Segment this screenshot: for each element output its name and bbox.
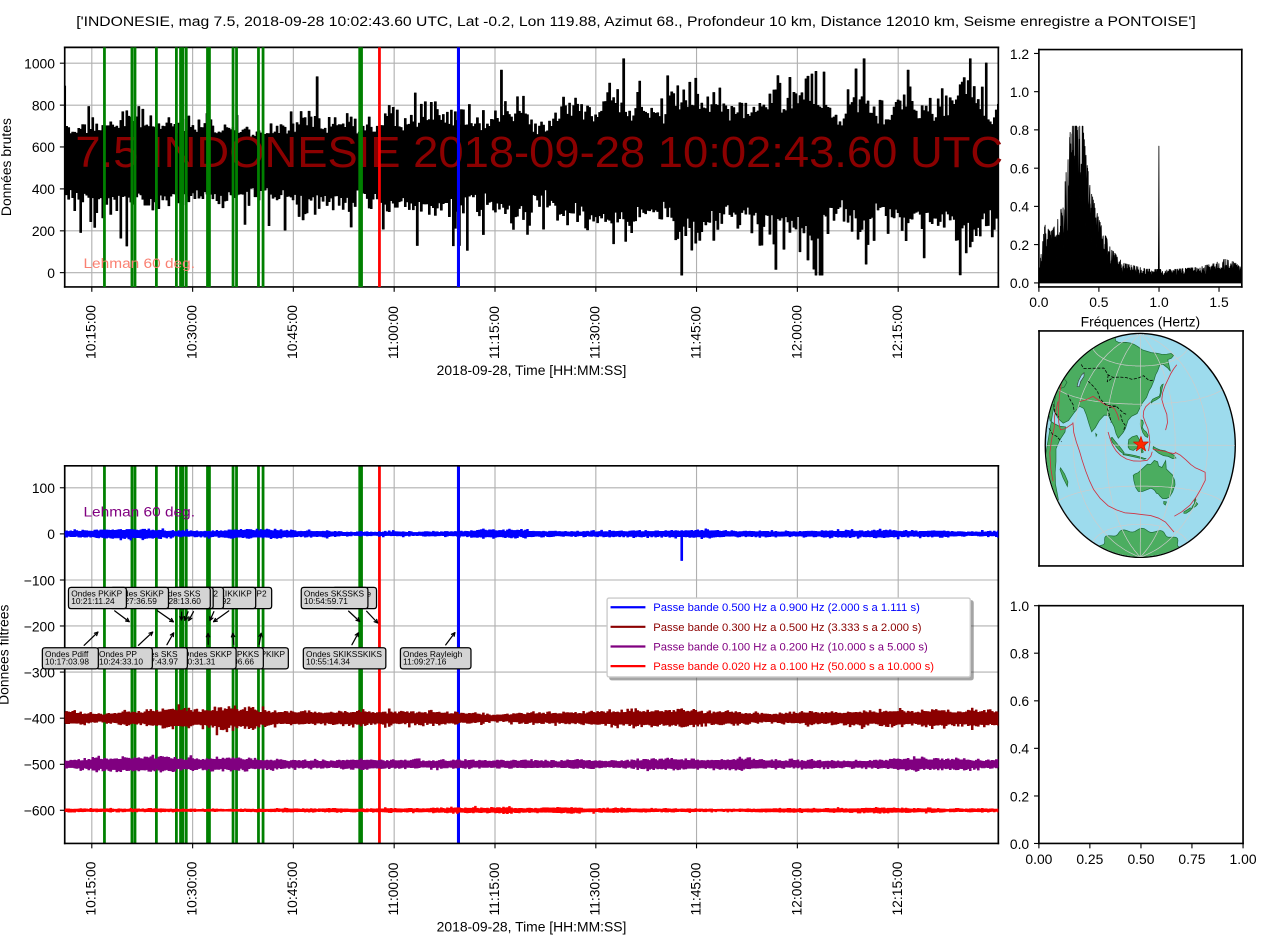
svg-text:800: 800 bbox=[32, 97, 55, 113]
svg-text:0.0: 0.0 bbox=[1010, 275, 1030, 291]
svg-text:11:30:00: 11:30:00 bbox=[587, 306, 603, 359]
svg-text:0.0: 0.0 bbox=[1029, 294, 1049, 310]
svg-text:Passe bande 0.100 Hz a 0.200 H: Passe bande 0.100 Hz a 0.200 Hz (10.000 … bbox=[653, 641, 928, 653]
svg-text:0: 0 bbox=[47, 265, 55, 281]
svg-text:1.5: 1.5 bbox=[1209, 294, 1229, 310]
svg-text:10:27:36.59: 10:27:36.59 bbox=[113, 596, 157, 606]
svg-text:0.50: 0.50 bbox=[1127, 851, 1154, 867]
svg-text:Lehman 60 deg.: Lehman 60 deg. bbox=[83, 503, 195, 519]
svg-text:1000: 1000 bbox=[24, 55, 55, 71]
svg-text:7.5 INDONESIE 2018-09-28 10:02: 7.5 INDONESIE 2018-09-28 10:02:43.60 UTC bbox=[75, 128, 1003, 177]
svg-text:10:17:03.98: 10:17:03.98 bbox=[45, 657, 89, 667]
svg-text:Ondes Pdiff: Ondes Pdiff bbox=[45, 649, 89, 659]
svg-text:10:55:14.34: 10:55:14.34 bbox=[306, 657, 350, 667]
svg-text:Ondes SKIKSSKIKS: Ondes SKIKSSKIKS bbox=[306, 649, 382, 659]
svg-text:11:15:00: 11:15:00 bbox=[486, 306, 502, 359]
svg-text:400: 400 bbox=[32, 181, 55, 197]
svg-text:11:00:00: 11:00:00 bbox=[385, 306, 401, 359]
svg-text:Lehman 60 deg.: Lehman 60 deg. bbox=[83, 255, 195, 271]
svg-text:11:09:27.16: 11:09:27.16 bbox=[403, 657, 447, 667]
svg-text:0: 0 bbox=[47, 526, 55, 542]
svg-text:0.8: 0.8 bbox=[1010, 645, 1030, 661]
svg-text:10:15:00: 10:15:00 bbox=[83, 305, 99, 359]
svg-text:0.75: 0.75 bbox=[1178, 851, 1205, 867]
svg-text:10:27:43.97: 10:27:43.97 bbox=[134, 657, 178, 667]
svg-text:10:30:00: 10:30:00 bbox=[183, 305, 199, 359]
svg-text:0.6: 0.6 bbox=[1010, 693, 1030, 709]
svg-text:12:15:00: 12:15:00 bbox=[889, 305, 905, 359]
svg-text:11:00:00: 11:00:00 bbox=[385, 862, 401, 915]
svg-text:11:30:00: 11:30:00 bbox=[587, 862, 603, 915]
svg-text:10:28:13.60: 10:28:13.60 bbox=[157, 596, 201, 606]
svg-text:Ondes SKSSKS: Ondes SKSSKS bbox=[304, 588, 365, 598]
svg-text:0.4: 0.4 bbox=[1010, 741, 1030, 757]
svg-text:Ondes Rayleigh: Ondes Rayleigh bbox=[403, 649, 463, 659]
svg-text:10:45:00: 10:45:00 bbox=[284, 861, 300, 915]
svg-text:2018-09-28, Time [HH:MM:SS]: 2018-09-28, Time [HH:MM:SS] bbox=[437, 362, 627, 378]
svg-text:−500: −500 bbox=[24, 757, 56, 773]
svg-text:1.0: 1.0 bbox=[1010, 84, 1030, 100]
svg-text:12:00:00: 12:00:00 bbox=[788, 861, 804, 915]
svg-text:Ondes PP: Ondes PP bbox=[99, 649, 137, 659]
svg-text:10:30:00: 10:30:00 bbox=[183, 861, 199, 915]
svg-text:10:45:00: 10:45:00 bbox=[284, 305, 300, 359]
svg-text:11:15:00: 11:15:00 bbox=[486, 862, 502, 915]
svg-text:Ondes SKKP: Ondes SKKP bbox=[183, 649, 233, 659]
svg-text:Passe bande 0.500 Hz a 0.900 H: Passe bande 0.500 Hz a 0.900 Hz (2.000 s… bbox=[653, 602, 920, 614]
svg-text:0.5: 0.5 bbox=[1089, 294, 1109, 310]
svg-text:0.25: 0.25 bbox=[1076, 851, 1103, 867]
svg-text:0.00: 0.00 bbox=[1025, 851, 1052, 867]
svg-text:0.2: 0.2 bbox=[1010, 237, 1030, 253]
svg-text:Ondes SKiKP: Ondes SKiKP bbox=[113, 588, 164, 598]
svg-text:0.0: 0.0 bbox=[1010, 836, 1030, 852]
svg-text:0.2: 0.2 bbox=[1010, 788, 1030, 804]
svg-text:1.0: 1.0 bbox=[1149, 294, 1169, 310]
svg-text:Ondes PKiKP: Ondes PKiKP bbox=[71, 588, 122, 598]
svg-text:0.4: 0.4 bbox=[1010, 199, 1030, 215]
svg-text:11:45:00: 11:45:00 bbox=[687, 862, 703, 915]
svg-text:1.0: 1.0 bbox=[1010, 598, 1030, 614]
svg-text:0.6: 0.6 bbox=[1010, 160, 1030, 176]
svg-text:−600: −600 bbox=[24, 803, 56, 819]
svg-text:600: 600 bbox=[32, 139, 55, 155]
svg-text:Ondes SKS: Ondes SKS bbox=[157, 588, 201, 598]
svg-text:10:15:00: 10:15:00 bbox=[83, 861, 99, 915]
svg-text:Ondes SKS: Ondes SKS bbox=[134, 649, 178, 659]
svg-text:0.8: 0.8 bbox=[1010, 122, 1030, 138]
svg-text:['INDONESIE, mag 7.5, 2018-09-: ['INDONESIE, mag 7.5, 2018-09-28 10:02:4… bbox=[76, 13, 1195, 29]
svg-text:Données filtrées: Données filtrées bbox=[0, 605, 11, 705]
svg-text:10:21:11.24: 10:21:11.24 bbox=[71, 596, 115, 606]
svg-text:Données brutes: Données brutes bbox=[0, 118, 14, 216]
svg-text:11:45:00: 11:45:00 bbox=[687, 306, 703, 359]
svg-text:10:54:59.71: 10:54:59.71 bbox=[304, 596, 348, 606]
svg-text:100: 100 bbox=[32, 480, 55, 496]
svg-text:1.00: 1.00 bbox=[1230, 851, 1257, 867]
svg-text:1.2: 1.2 bbox=[1010, 46, 1030, 62]
svg-text:10:31.31: 10:31.31 bbox=[183, 657, 216, 667]
svg-text:10:24:33.10: 10:24:33.10 bbox=[99, 657, 143, 667]
svg-text:200: 200 bbox=[32, 223, 55, 239]
svg-text:2018-09-28, Time [HH:MM:SS]: 2018-09-28, Time [HH:MM:SS] bbox=[437, 919, 627, 935]
svg-text:12:15:00: 12:15:00 bbox=[889, 861, 905, 915]
svg-text:Passe bande 0.300 Hz a 0.500 H: Passe bande 0.300 Hz a 0.500 Hz (3.333 s… bbox=[653, 622, 922, 634]
svg-text:12:00:00: 12:00:00 bbox=[788, 305, 804, 359]
svg-text:−400: −400 bbox=[24, 710, 56, 726]
svg-text:Fréquences (Hertz): Fréquences (Hertz) bbox=[1081, 314, 1201, 330]
svg-text:Passe bande 0.020 Hz a 0.100 H: Passe bande 0.020 Hz a 0.100 Hz (50.000 … bbox=[653, 661, 934, 673]
svg-text:−100: −100 bbox=[24, 572, 56, 588]
svg-text:−200: −200 bbox=[24, 618, 56, 634]
